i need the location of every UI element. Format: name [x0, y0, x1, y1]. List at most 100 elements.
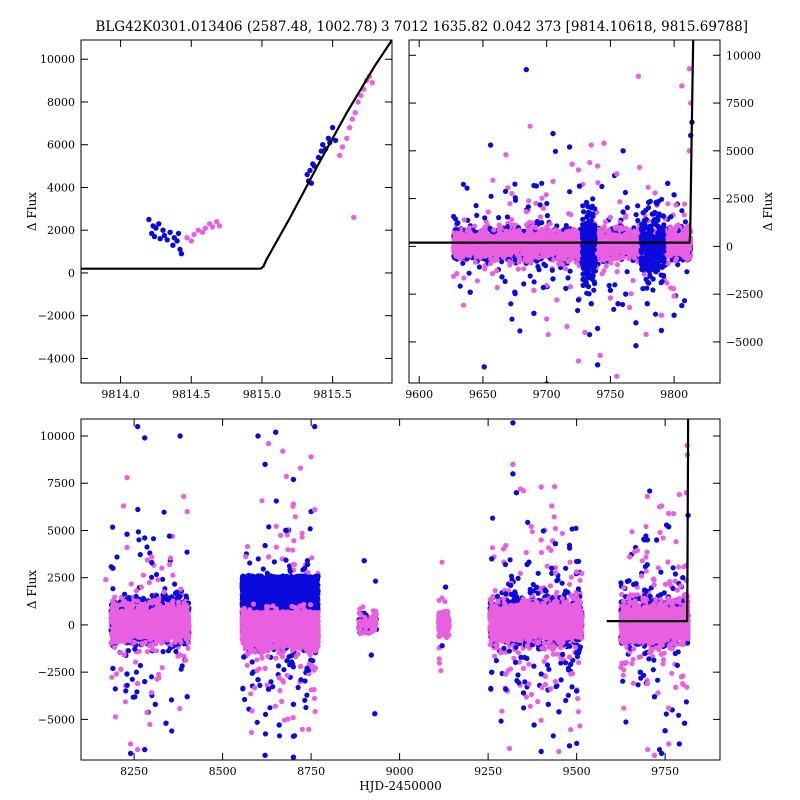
data-point — [538, 484, 544, 490]
data-point — [216, 223, 223, 229]
data-point — [666, 510, 672, 517]
data-point — [290, 754, 297, 760]
data-point — [552, 541, 559, 547]
series-mid-1 — [503, 66, 694, 379]
data-point — [304, 561, 311, 568]
data-point — [304, 171, 310, 178]
data-point — [575, 358, 582, 364]
data-point — [655, 690, 661, 696]
data-point — [202, 225, 209, 231]
y-tick-label: 8000 — [47, 96, 75, 109]
x-tick-label: 9800 — [660, 388, 688, 401]
data-point — [127, 741, 134, 747]
data-point — [626, 304, 633, 311]
x-tick-label: 9814.5 — [172, 388, 211, 401]
data-point — [337, 152, 343, 159]
data-point — [573, 569, 580, 575]
chart-title-mid: 3 7012 1635.82 0.042 373 [9814.10618, 98… — [381, 19, 748, 35]
data-point — [503, 152, 509, 158]
data-point — [265, 440, 272, 447]
data-point — [671, 192, 677, 198]
model-curve-full — [606, 419, 690, 623]
data-point — [481, 364, 487, 370]
data-point — [273, 429, 279, 435]
data-point — [503, 542, 509, 549]
data-point — [658, 327, 665, 334]
data-point — [312, 423, 318, 430]
series-zoom-0 — [146, 124, 339, 257]
data-point — [307, 167, 313, 174]
data-point — [554, 297, 560, 303]
data-point — [120, 503, 127, 509]
data-point — [666, 705, 672, 711]
series-mid-0 — [454, 66, 695, 383]
data-point — [588, 301, 594, 307]
data-point — [679, 83, 685, 89]
data-point — [524, 561, 530, 568]
data-point — [124, 671, 130, 677]
y-tick-label: 7500 — [726, 97, 754, 110]
y-tick-label: 0 — [68, 267, 75, 280]
x-tick-label: 8750 — [297, 765, 325, 778]
data-point — [651, 752, 658, 758]
data-point — [255, 433, 261, 439]
data-point — [633, 343, 639, 349]
y-tick-label: 10000 — [40, 53, 75, 66]
data-point — [615, 301, 621, 307]
data-point — [588, 142, 594, 148]
data-point — [151, 233, 158, 240]
data-point — [276, 722, 282, 728]
data-point — [297, 663, 304, 670]
x-tick-label: 9250 — [474, 765, 502, 778]
data-point — [676, 741, 682, 747]
data-point — [156, 221, 162, 227]
data-point — [442, 584, 449, 590]
y-tick-label: 4000 — [47, 181, 75, 194]
data-point — [520, 488, 527, 494]
x-axis-label-full: HJD-2450000 — [359, 779, 442, 793]
data-point — [644, 537, 651, 543]
data-point — [315, 154, 322, 161]
data-point — [620, 148, 626, 154]
axes-frame-full — [80, 418, 721, 761]
data-point — [633, 320, 639, 326]
data-point — [304, 667, 311, 673]
panel-full: 8250 8500 8750 9000 9250 9500 9750 −5000 −2500 0 2… — [25, 418, 721, 793]
data-point — [127, 750, 134, 757]
data-point — [623, 660, 629, 666]
y-tick-label: 2000 — [47, 224, 75, 237]
data-point — [520, 690, 527, 696]
data-point — [368, 652, 374, 658]
data-point — [124, 474, 130, 481]
data-point — [177, 433, 183, 439]
x-tick-label: 9500 — [563, 765, 591, 778]
x-tick-label: 9750 — [651, 765, 679, 778]
data-point — [241, 654, 247, 660]
data-point — [166, 533, 173, 539]
data-point — [276, 675, 282, 681]
data-point — [312, 507, 318, 513]
x-tick-label: 9815.0 — [243, 388, 282, 401]
data-point — [686, 66, 693, 72]
data-point — [184, 235, 190, 241]
plot-area-zoom — [81, 40, 392, 270]
data-point — [355, 99, 361, 105]
data-point — [160, 227, 166, 233]
data-point — [665, 180, 671, 186]
data-point — [644, 301, 650, 307]
data-point — [320, 142, 326, 148]
model-curve-mid — [409, 40, 695, 244]
data-point — [103, 576, 109, 583]
x-tick-label: 9000 — [386, 765, 414, 778]
y-tick-label: 6000 — [47, 139, 75, 152]
y-tick-label: 10000 — [40, 430, 75, 443]
data-point — [195, 227, 201, 233]
data-point — [666, 741, 672, 747]
data-point — [582, 329, 588, 336]
data-point — [329, 124, 336, 131]
series-full-1 — [103, 440, 691, 758]
data-point — [671, 312, 677, 318]
data-point — [503, 686, 509, 692]
data-point — [520, 665, 527, 672]
data-point — [489, 556, 495, 562]
